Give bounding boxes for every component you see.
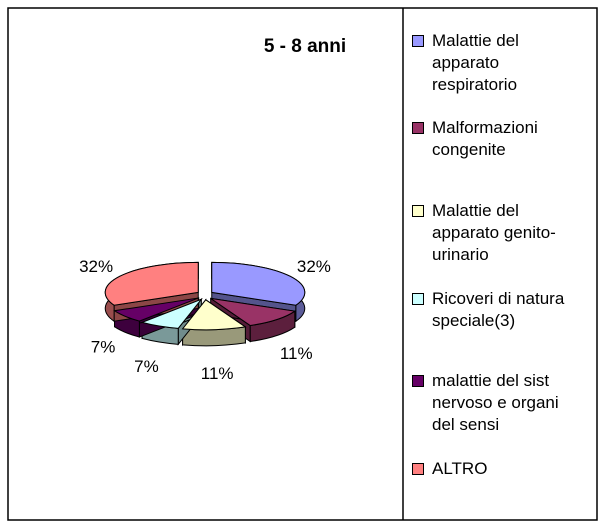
- legend-swatch: [412, 122, 424, 134]
- slice: [104, 261, 199, 306]
- legend-label: Ricoveri di natura speciale(3): [432, 289, 565, 330]
- legend-label: Malformazioni congenite: [432, 118, 538, 159]
- legend-label: Malattie del apparato genito-urinario: [432, 201, 556, 264]
- slice: [113, 297, 199, 322]
- legend-label: Malattie del apparato respiratorio: [432, 31, 519, 94]
- legend-item: Malattie del apparato respiratorio: [412, 30, 582, 96]
- legend-item: Ricoveri di natura speciale(3): [412, 288, 582, 332]
- legend-item: malattie del sist nervoso e organi del s…: [412, 370, 582, 436]
- chart-title: 5 - 8 anni: [264, 36, 346, 57]
- legend-swatch: [412, 205, 424, 217]
- slice: [211, 261, 306, 306]
- legend-swatch: [412, 35, 424, 47]
- legend-label: malattie del sist nervoso e organi del s…: [432, 371, 559, 434]
- data-label: 32%: [297, 257, 331, 276]
- data-label: 7%: [91, 337, 116, 356]
- legend-item: Malformazioni congenite: [412, 117, 582, 161]
- data-label: 32%: [79, 257, 113, 276]
- legend-swatch: [412, 463, 424, 475]
- slice: [140, 298, 203, 329]
- slice: [181, 299, 247, 331]
- legend-item: ALTRO: [412, 458, 582, 480]
- legend-label: ALTRO: [432, 459, 488, 478]
- chart-border: [7, 7, 598, 521]
- data-label: 11%: [201, 364, 234, 383]
- legend-swatch: [412, 375, 424, 387]
- legend-item: Malattie del apparato genito-urinario: [412, 200, 582, 266]
- data-label: 7%: [134, 357, 159, 376]
- legend-swatch: [412, 293, 424, 305]
- slice: [210, 297, 297, 327]
- data-label: 11%: [280, 344, 313, 363]
